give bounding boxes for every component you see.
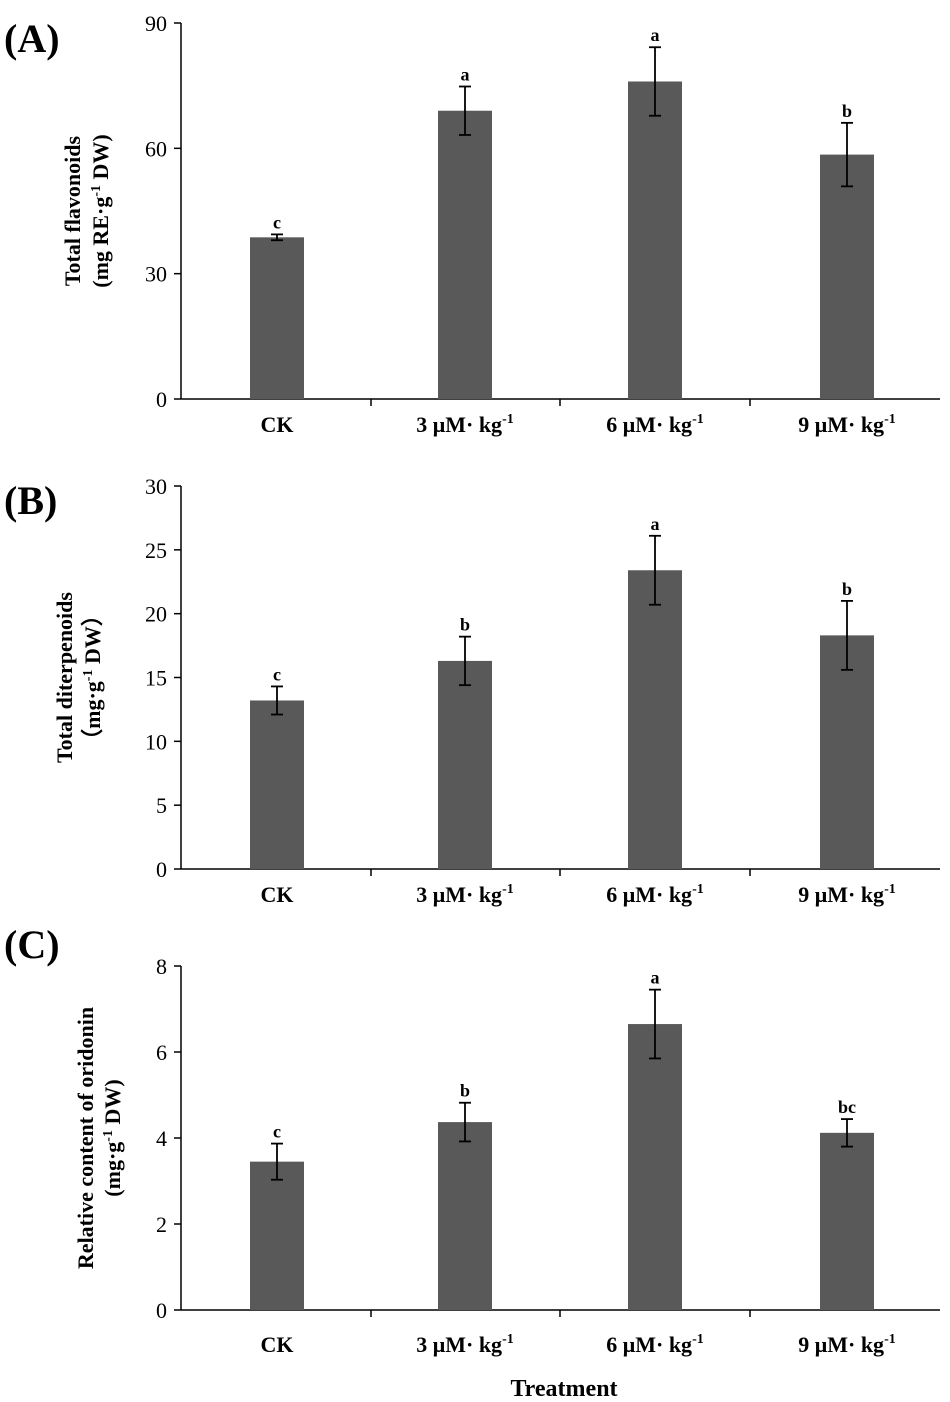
- significance-letter: b: [842, 101, 852, 121]
- bar: [628, 1024, 682, 1310]
- bar: [628, 81, 682, 399]
- significance-letter: a: [651, 514, 660, 534]
- category-label: 9 μM· kg-1: [798, 882, 895, 907]
- y-tick-label: 30: [145, 474, 167, 499]
- y-tick-label: 90: [145, 11, 167, 36]
- significance-letter: a: [651, 25, 660, 45]
- panel-b: (B) 0 5 10 15 20 25 30 c CK b 3 μM· kg-1 a 6 μM· kg-1…: [4, 474, 940, 907]
- bar: [628, 570, 682, 869]
- category-label: CK: [261, 1332, 294, 1357]
- significance-letter: a: [651, 968, 660, 988]
- y-tick-label: 0: [156, 857, 167, 882]
- category-label: 6 μM· kg-1: [606, 882, 703, 907]
- category-label: 6 μM· kg-1: [606, 1332, 703, 1357]
- significance-letter: c: [273, 1122, 281, 1142]
- y-tick-label: 30: [145, 262, 167, 287]
- y-axis-title: Relative content of oridonin: [73, 1007, 98, 1269]
- bar: [250, 237, 304, 399]
- significance-letter: c: [273, 664, 281, 684]
- category-label: 9 μM· kg-1: [798, 1332, 895, 1357]
- y-tick-label: 5: [156, 793, 167, 818]
- panel-label: (C): [4, 922, 60, 967]
- bar: [250, 1161, 304, 1310]
- significance-letter: c: [273, 212, 281, 232]
- significance-letter: bc: [838, 1097, 856, 1117]
- y-tick-label: 8: [156, 954, 167, 979]
- significance-letter: a: [461, 65, 470, 85]
- bar: [820, 1132, 874, 1310]
- category-label: CK: [261, 412, 294, 437]
- y-tick-label: 4: [156, 1126, 167, 1151]
- bar: [438, 660, 492, 869]
- bar: [438, 110, 492, 399]
- y-tick-label: 2: [156, 1212, 167, 1237]
- y-tick-label: 0: [156, 387, 167, 412]
- y-axis-unit: （mg·g-1 DW）: [80, 604, 105, 751]
- bar: [820, 154, 874, 399]
- significance-letter: b: [842, 579, 852, 599]
- y-tick-label: 20: [145, 602, 167, 627]
- panel-label: (A): [4, 16, 60, 61]
- y-axis-unit: (mg RE·g-1 DW): [88, 134, 113, 287]
- y-tick-label: 6: [156, 1040, 167, 1065]
- significance-letter: b: [460, 615, 470, 635]
- y-axis-title: Total diterpenoids: [52, 592, 77, 763]
- panel-a: (A) 0 30 60 90 c CK a 3 μM· kg-1 a 6 μM· kg-1 b 9 μM…: [4, 11, 940, 437]
- panel-c: (C) 0 2 4 6 8 c CK b 3 μM· kg-1 a 6 μM· kg-1 bc 9 μM·…: [4, 922, 940, 1357]
- y-tick-label: 60: [145, 136, 167, 161]
- panel-label: (B): [4, 478, 57, 523]
- y-tick-label: 10: [145, 729, 167, 754]
- y-axis-title: Total flavonoids: [60, 135, 85, 286]
- category-label: 6 μM· kg-1: [606, 412, 703, 437]
- category-label: 3 μM· kg-1: [416, 412, 513, 437]
- category-label: CK: [261, 882, 294, 907]
- y-tick-label: 15: [145, 666, 167, 691]
- bar: [820, 635, 874, 869]
- y-tick-label: 0: [156, 1298, 167, 1323]
- category-label: 3 μM· kg-1: [416, 882, 513, 907]
- significance-letter: b: [460, 1081, 470, 1101]
- category-label: 3 μM· kg-1: [416, 1332, 513, 1357]
- bar: [250, 700, 304, 869]
- y-tick-label: 25: [145, 538, 167, 563]
- y-axis-unit: (mg·g-1 DW): [100, 1079, 125, 1196]
- x-axis-title: Treatment: [510, 1376, 617, 1402]
- bar: [438, 1122, 492, 1310]
- category-label: 9 μM· kg-1: [798, 412, 895, 437]
